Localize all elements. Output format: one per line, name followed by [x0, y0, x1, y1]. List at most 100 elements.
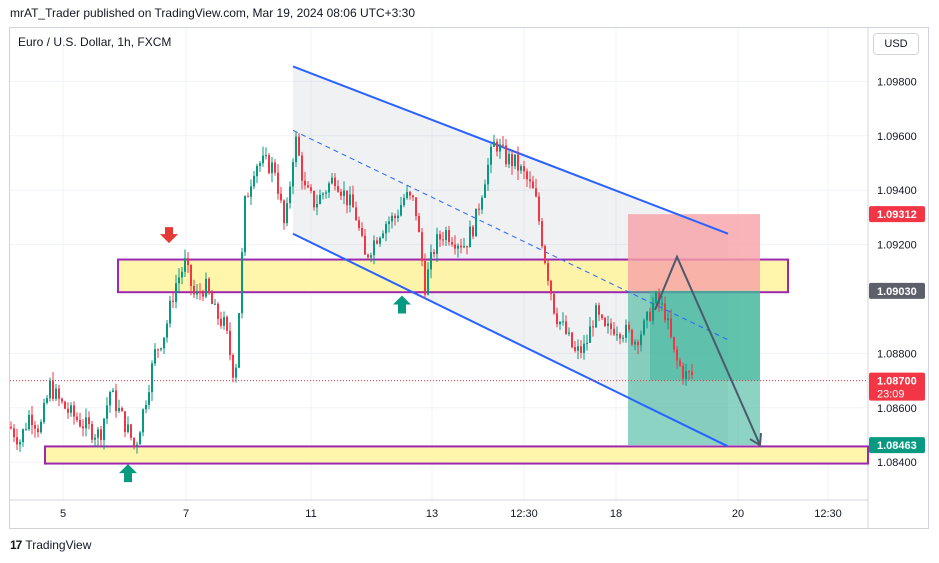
candle-body — [565, 321, 567, 334]
candle-body — [664, 303, 666, 321]
x-tick-label-5: 18 — [610, 508, 622, 520]
candle-body — [169, 300, 171, 324]
candle-body — [274, 162, 276, 173]
candle-body — [376, 240, 378, 244]
candle-body — [49, 380, 51, 399]
candle-body — [55, 388, 57, 399]
candle-body — [325, 192, 327, 194]
candle-body — [646, 311, 648, 321]
candle-body — [466, 246, 468, 248]
channel-fill — [293, 66, 728, 447]
take-profit-filled — [650, 290, 760, 381]
candle-body — [154, 349, 156, 364]
candle-body — [307, 185, 309, 188]
candle-body — [67, 408, 69, 413]
candle-body — [691, 371, 693, 376]
candle-body — [19, 442, 21, 445]
candle-body — [349, 194, 351, 206]
stop-loss-area — [628, 214, 760, 291]
currency-button[interactable]: USD — [873, 33, 919, 55]
candle-body — [481, 197, 483, 210]
candle-body — [439, 234, 441, 240]
candle-body — [22, 429, 24, 443]
candle-body — [529, 179, 531, 182]
x-tick-label-0: 5 — [60, 508, 66, 520]
candle-body — [367, 254, 369, 258]
candle-body — [622, 337, 624, 339]
candle-body — [43, 402, 45, 422]
candle-body — [424, 260, 426, 295]
candle-body — [589, 326, 591, 343]
candle-body — [223, 317, 225, 326]
chart-frame — [9, 27, 929, 529]
candle-body — [106, 405, 108, 419]
candle-body — [388, 221, 390, 224]
candle-body — [160, 348, 162, 350]
candle-body — [637, 341, 639, 346]
candle-body — [601, 314, 603, 318]
footer-brand-text: TradingView — [25, 538, 92, 552]
candle-body — [364, 235, 366, 255]
candle-body — [16, 437, 18, 445]
candle-body — [547, 263, 549, 281]
candle-body — [214, 303, 216, 305]
candle-body — [73, 405, 75, 417]
candle-body — [37, 428, 39, 433]
candle-body — [511, 154, 513, 167]
candle-body — [196, 291, 198, 295]
candle-body — [58, 388, 60, 399]
candle-body — [310, 187, 312, 191]
candle-body — [430, 252, 432, 270]
candle-body — [625, 324, 627, 338]
candle-body — [46, 398, 48, 403]
price-label-bg-1 — [869, 282, 925, 299]
candle-body — [541, 221, 543, 247]
candle-body — [235, 367, 237, 378]
candle-body — [205, 278, 207, 297]
candle-body — [157, 349, 159, 351]
candle-body — [643, 320, 645, 335]
candle-body — [607, 323, 609, 326]
candle-body — [181, 271, 183, 278]
candle-body — [238, 313, 240, 368]
candle-body — [493, 141, 495, 147]
candle-body — [361, 227, 363, 236]
y-tick-label-5: 1.08600 — [877, 403, 917, 415]
candle-body — [400, 205, 402, 216]
candle-body — [187, 258, 189, 265]
candle-body — [283, 200, 285, 224]
candle-body — [619, 334, 621, 339]
candle-body — [226, 317, 228, 331]
candle-body — [259, 163, 261, 166]
candle-body — [124, 411, 126, 433]
candle-body — [454, 244, 456, 249]
candle-body — [649, 311, 651, 321]
candle-body — [76, 416, 78, 420]
candle-body — [550, 280, 552, 294]
channel-lower-line — [292, 232, 729, 448]
candle-body — [295, 136, 297, 163]
price-label-3: 1.08463 — [877, 440, 917, 452]
candle-body — [571, 332, 573, 348]
candle-body — [544, 246, 546, 264]
candle-body — [82, 426, 84, 429]
projection-arrowhead — [749, 432, 762, 447]
candle-body — [676, 349, 678, 361]
candle-body — [13, 428, 15, 438]
publisher-line: mrAT_Trader published on TradingView.com… — [10, 6, 415, 20]
candle-body — [34, 425, 36, 429]
candle-body — [100, 429, 102, 441]
arrow-marker-up-2 — [119, 464, 137, 483]
candle-body — [397, 215, 399, 219]
candle-body — [379, 237, 381, 244]
candle-body — [121, 408, 123, 412]
candle-body — [175, 283, 177, 302]
candle-body — [373, 240, 375, 256]
candle-body — [556, 313, 558, 325]
candle-body — [652, 302, 654, 321]
candle-body — [631, 329, 633, 345]
candle-body — [88, 417, 90, 425]
candle-body — [508, 154, 510, 165]
candle-body — [211, 292, 213, 304]
